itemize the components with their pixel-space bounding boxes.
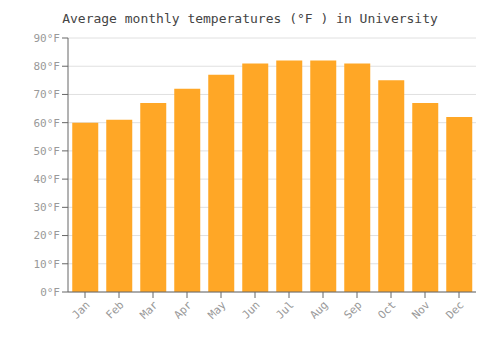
svg-text:Jan: Jan xyxy=(69,298,92,321)
html-text:Average monthly temperatures (: Average monthly temperatures (°F ) in Un… xyxy=(62,11,438,26)
svg-text:Jul: Jul xyxy=(273,298,296,321)
svg-text:Aug: Aug xyxy=(307,298,330,321)
svg-text:Jun: Jun xyxy=(239,298,262,321)
svg-text:May: May xyxy=(205,298,229,322)
svg-text:Oct: Oct xyxy=(375,298,398,321)
svg-text:Dec: Dec xyxy=(443,298,466,321)
svg-text:Feb: Feb xyxy=(103,298,126,321)
svg-text:60°F: 60°F xyxy=(34,117,61,130)
svg-text:80°F: 80°F xyxy=(34,60,61,73)
svg-text:30°F: 30°F xyxy=(34,201,61,214)
svg-text:Nov: Nov xyxy=(409,298,433,322)
svg-text:70°F: 70°F xyxy=(34,88,61,101)
svg-text:50°F: 50°F xyxy=(34,145,61,158)
svg-text:40°F: 40°F xyxy=(34,173,61,186)
svg-text:Sep: Sep xyxy=(341,298,364,321)
svg-text:10°F: 10°F xyxy=(34,258,61,271)
svg-text:0°F: 0°F xyxy=(40,286,60,299)
svg-text:20°F: 20°F xyxy=(34,229,61,242)
svg-text:Apr: Apr xyxy=(171,298,195,322)
svg-text:Mar: Mar xyxy=(137,298,161,322)
svg-text:90°F: 90°F xyxy=(34,32,61,45)
